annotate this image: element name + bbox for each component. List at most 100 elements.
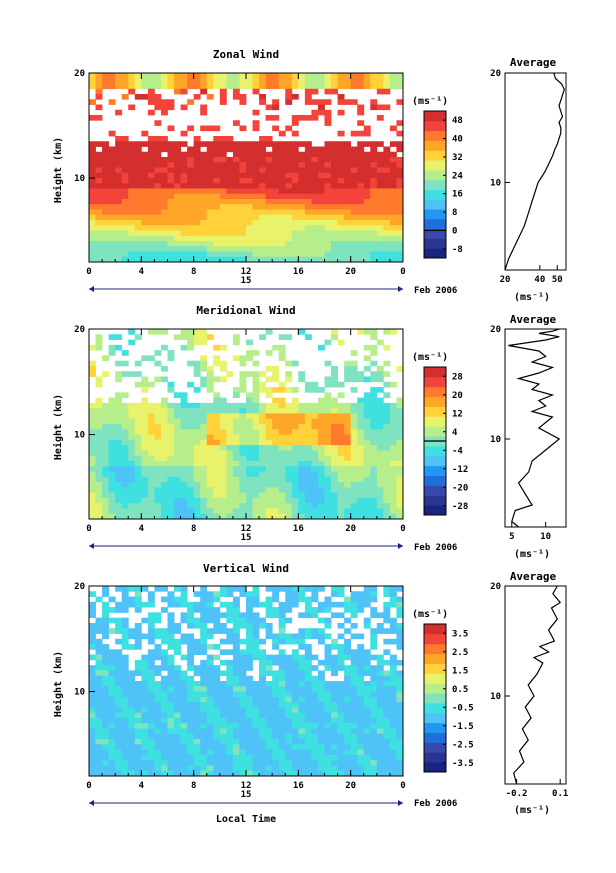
heatmap-cell <box>206 434 214 441</box>
heatmap-cell <box>376 723 384 729</box>
heatmap-cell <box>396 157 404 163</box>
heatmap-cell <box>232 754 240 761</box>
heatmap-cell <box>389 183 397 189</box>
heatmap-cell <box>370 492 378 499</box>
heatmap-cell <box>344 471 352 478</box>
heatmap-cell <box>389 424 397 430</box>
heatmap-cell <box>206 141 214 147</box>
heatmap-cell <box>298 487 306 494</box>
heatmap-cell <box>206 445 214 451</box>
heatmap-cell <box>357 471 365 478</box>
heatmap-cell <box>376 492 384 499</box>
heatmap-cell <box>193 691 201 698</box>
heatmap-cell <box>350 360 358 367</box>
heatmap-cell <box>239 193 247 200</box>
heatmap-cell <box>357 235 365 242</box>
heatmap-cell <box>102 455 110 462</box>
heatmap-cell <box>376 429 384 435</box>
heatmap-cell <box>187 665 195 671</box>
heatmap-cell <box>396 445 404 451</box>
heatmap-cell <box>278 707 286 714</box>
heatmap-cell <box>232 73 240 79</box>
heatmap-cell <box>331 691 338 698</box>
heatmap-cell <box>174 199 181 205</box>
heatmap-cell <box>370 350 378 356</box>
heatmap-cell <box>180 723 188 729</box>
heatmap-cell <box>141 733 149 740</box>
heatmap-cell <box>193 670 201 677</box>
heatmap-cell <box>213 162 221 168</box>
heatmap-cell <box>304 94 312 100</box>
heatmap-cell <box>331 151 338 158</box>
heatmap-cell <box>252 466 260 472</box>
heatmap-cell <box>154 199 162 205</box>
heatmap-cell <box>160 497 168 504</box>
heatmap-cell <box>154 214 162 221</box>
heatmap-cell <box>285 225 293 231</box>
heatmap-cell <box>311 381 319 388</box>
heatmap-cell <box>121 717 129 724</box>
heatmap-cell <box>232 487 240 494</box>
heatmap-cell <box>200 508 208 515</box>
heatmap-cell <box>160 439 168 446</box>
heatmap-cell <box>89 78 96 84</box>
heatmap-cell <box>226 487 234 494</box>
profile-line <box>513 585 562 785</box>
heatmap-cell <box>115 513 123 520</box>
heatmap-cell <box>311 188 319 195</box>
heatmap-cell <box>363 157 371 163</box>
heatmap-cell <box>193 193 201 200</box>
heatmap-cell <box>89 439 96 446</box>
day-range-arrow-left <box>89 543 94 549</box>
heatmap-cell <box>121 601 129 608</box>
heatmap-cell <box>317 162 325 168</box>
heatmap-cell <box>174 434 181 441</box>
heatmap-cell <box>187 408 195 414</box>
heatmap-cell <box>344 665 352 671</box>
heatmap-cell <box>141 717 149 724</box>
heatmap-cell <box>180 712 188 719</box>
heatmap-cell <box>272 644 280 650</box>
heatmap-cell <box>213 654 221 661</box>
heatmap-cell <box>193 681 201 687</box>
heatmap-cell <box>317 455 325 462</box>
heatmap-cell <box>324 744 332 751</box>
heatmap-cell <box>128 141 136 147</box>
heatmap-cell <box>285 230 293 237</box>
heatmap-cell <box>246 628 253 634</box>
heatmap-cell <box>193 733 201 740</box>
heatmap-cell <box>278 334 286 340</box>
heatmap-cell <box>95 246 103 252</box>
heatmap-cell <box>213 622 221 629</box>
heatmap-cell <box>291 115 299 121</box>
heatmap-cell <box>259 83 267 90</box>
heatmap-cell <box>265 387 273 393</box>
heatmap-cell <box>121 413 129 420</box>
heatmap-cell <box>95 83 103 90</box>
heatmap-cell <box>265 115 273 121</box>
heatmap-cell <box>141 251 149 258</box>
heatmap-cell <box>389 188 397 195</box>
heatmap-cell <box>121 633 129 640</box>
heatmap-cell <box>128 696 136 703</box>
heatmap-cell <box>370 503 378 509</box>
heatmap-cell <box>370 670 378 677</box>
heatmap-cell <box>141 508 149 515</box>
heatmap-cell <box>180 638 188 645</box>
heatmap-cell <box>285 408 293 414</box>
heatmap-cell <box>246 723 253 729</box>
heatmap-cell <box>272 209 280 216</box>
heatmap-cell <box>272 717 280 724</box>
heatmap-cell <box>259 214 267 221</box>
heatmap-cell <box>357 429 365 435</box>
heatmap-cell <box>259 707 267 714</box>
heatmap-cell <box>357 681 365 687</box>
heatmap-cell <box>246 225 253 231</box>
heatmap-cell <box>278 691 286 698</box>
heatmap-cell <box>102 434 110 441</box>
heatmap-cell <box>344 476 352 483</box>
heatmap-cell <box>232 649 240 656</box>
heatmap-cell <box>363 402 371 409</box>
heatmap-cell <box>174 497 181 504</box>
heatmap-cell <box>363 162 371 168</box>
